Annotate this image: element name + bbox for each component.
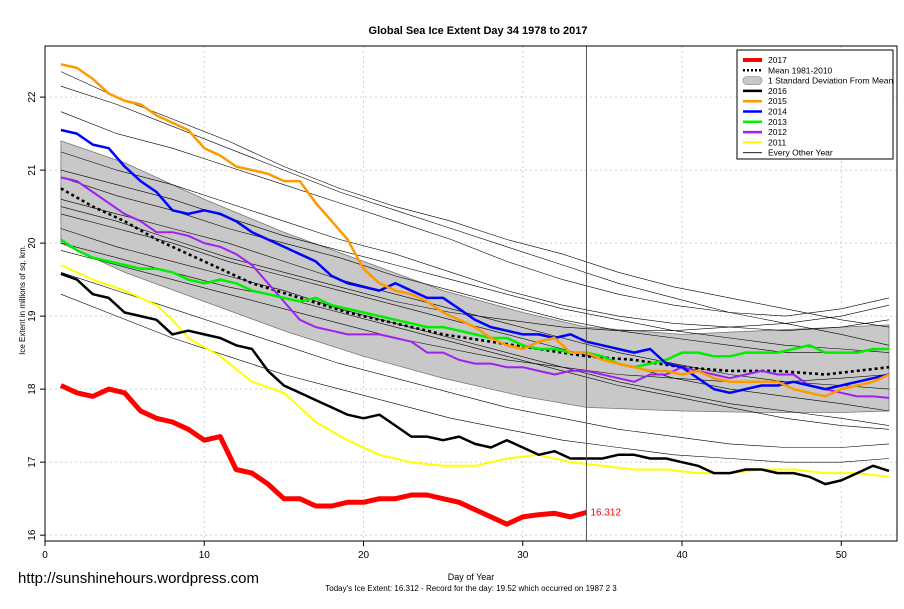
- other-year-line: [60, 111, 890, 317]
- other-year-line: [60, 206, 890, 332]
- other-year-line: [60, 228, 890, 426]
- legend-label: 2013: [768, 117, 787, 127]
- x-tick-label: 30: [517, 550, 529, 561]
- legend-label: 2014: [768, 107, 787, 117]
- series-2011-line: [60, 264, 890, 478]
- legend-label: 1 Standard Deviation From Mean: [768, 76, 893, 86]
- y-tick-label: 18: [27, 383, 38, 395]
- mean-1981-2010-line: [60, 187, 890, 376]
- end-value-label: 16.312: [590, 507, 621, 518]
- y-tick-label: 22: [27, 91, 38, 103]
- y-axis-label: Ice Extent in millions of sq. km.: [18, 245, 27, 355]
- other-year-line: [60, 169, 890, 353]
- axis-ticks: 0 10 20 30 40 50 16 17 18 19 20 21 22: [27, 91, 847, 561]
- x-tick-label: 40: [676, 550, 688, 561]
- other-year-line: [60, 151, 890, 332]
- series-2012-line: [60, 176, 890, 399]
- other-year-line: [60, 242, 890, 430]
- series-2017-line: [59, 383, 588, 527]
- other-year-line: [60, 177, 890, 353]
- other-year-line: [60, 272, 890, 448]
- highlighted-years: [59, 63, 890, 527]
- mean-line: [60, 187, 890, 376]
- x-tick-label: 20: [358, 550, 370, 561]
- watermark: http://sunshinehours.wordpress.com: [18, 570, 259, 587]
- x-axis-label: Day of Year: [448, 572, 495, 582]
- legend-label: 2012: [768, 127, 787, 137]
- legend-label: 2017: [768, 55, 787, 65]
- other-year-line: [60, 213, 890, 412]
- y-tick-label: 21: [27, 164, 38, 176]
- legend-swatch: [742, 76, 763, 85]
- y-tick-label: 20: [27, 237, 38, 249]
- legend-label: Every Other Year: [768, 148, 833, 158]
- x-tick-label: 50: [836, 550, 848, 561]
- other-year-line: [60, 293, 890, 463]
- series-2015-line: [60, 63, 890, 398]
- caption: Today's Ice Extent: 16.312 - Record for …: [325, 584, 617, 593]
- x-tick-label: 10: [199, 550, 211, 561]
- other-year-line: [60, 85, 890, 346]
- other-years-lines: [60, 71, 890, 463]
- x-tick-label: 0: [42, 550, 48, 561]
- y-tick-label: 17: [27, 456, 38, 468]
- chart-title: Global Sea Ice Extent Day 34 1978 to 201…: [369, 25, 588, 37]
- plot-border: [44, 45, 898, 542]
- y-tick-label: 19: [27, 310, 38, 322]
- legend-label: 2015: [768, 96, 787, 106]
- series-2016-line: [60, 272, 890, 486]
- legend-label: 2011: [768, 137, 787, 147]
- legend-label: 2016: [768, 86, 787, 96]
- legend-box: [736, 49, 894, 160]
- legend-label: Mean 1981-2010: [768, 65, 833, 75]
- other-year-line: [60, 71, 890, 328]
- series-2013-line: [60, 238, 889, 369]
- series-2014-line: [60, 128, 890, 395]
- y-tick-label: 16: [27, 529, 38, 541]
